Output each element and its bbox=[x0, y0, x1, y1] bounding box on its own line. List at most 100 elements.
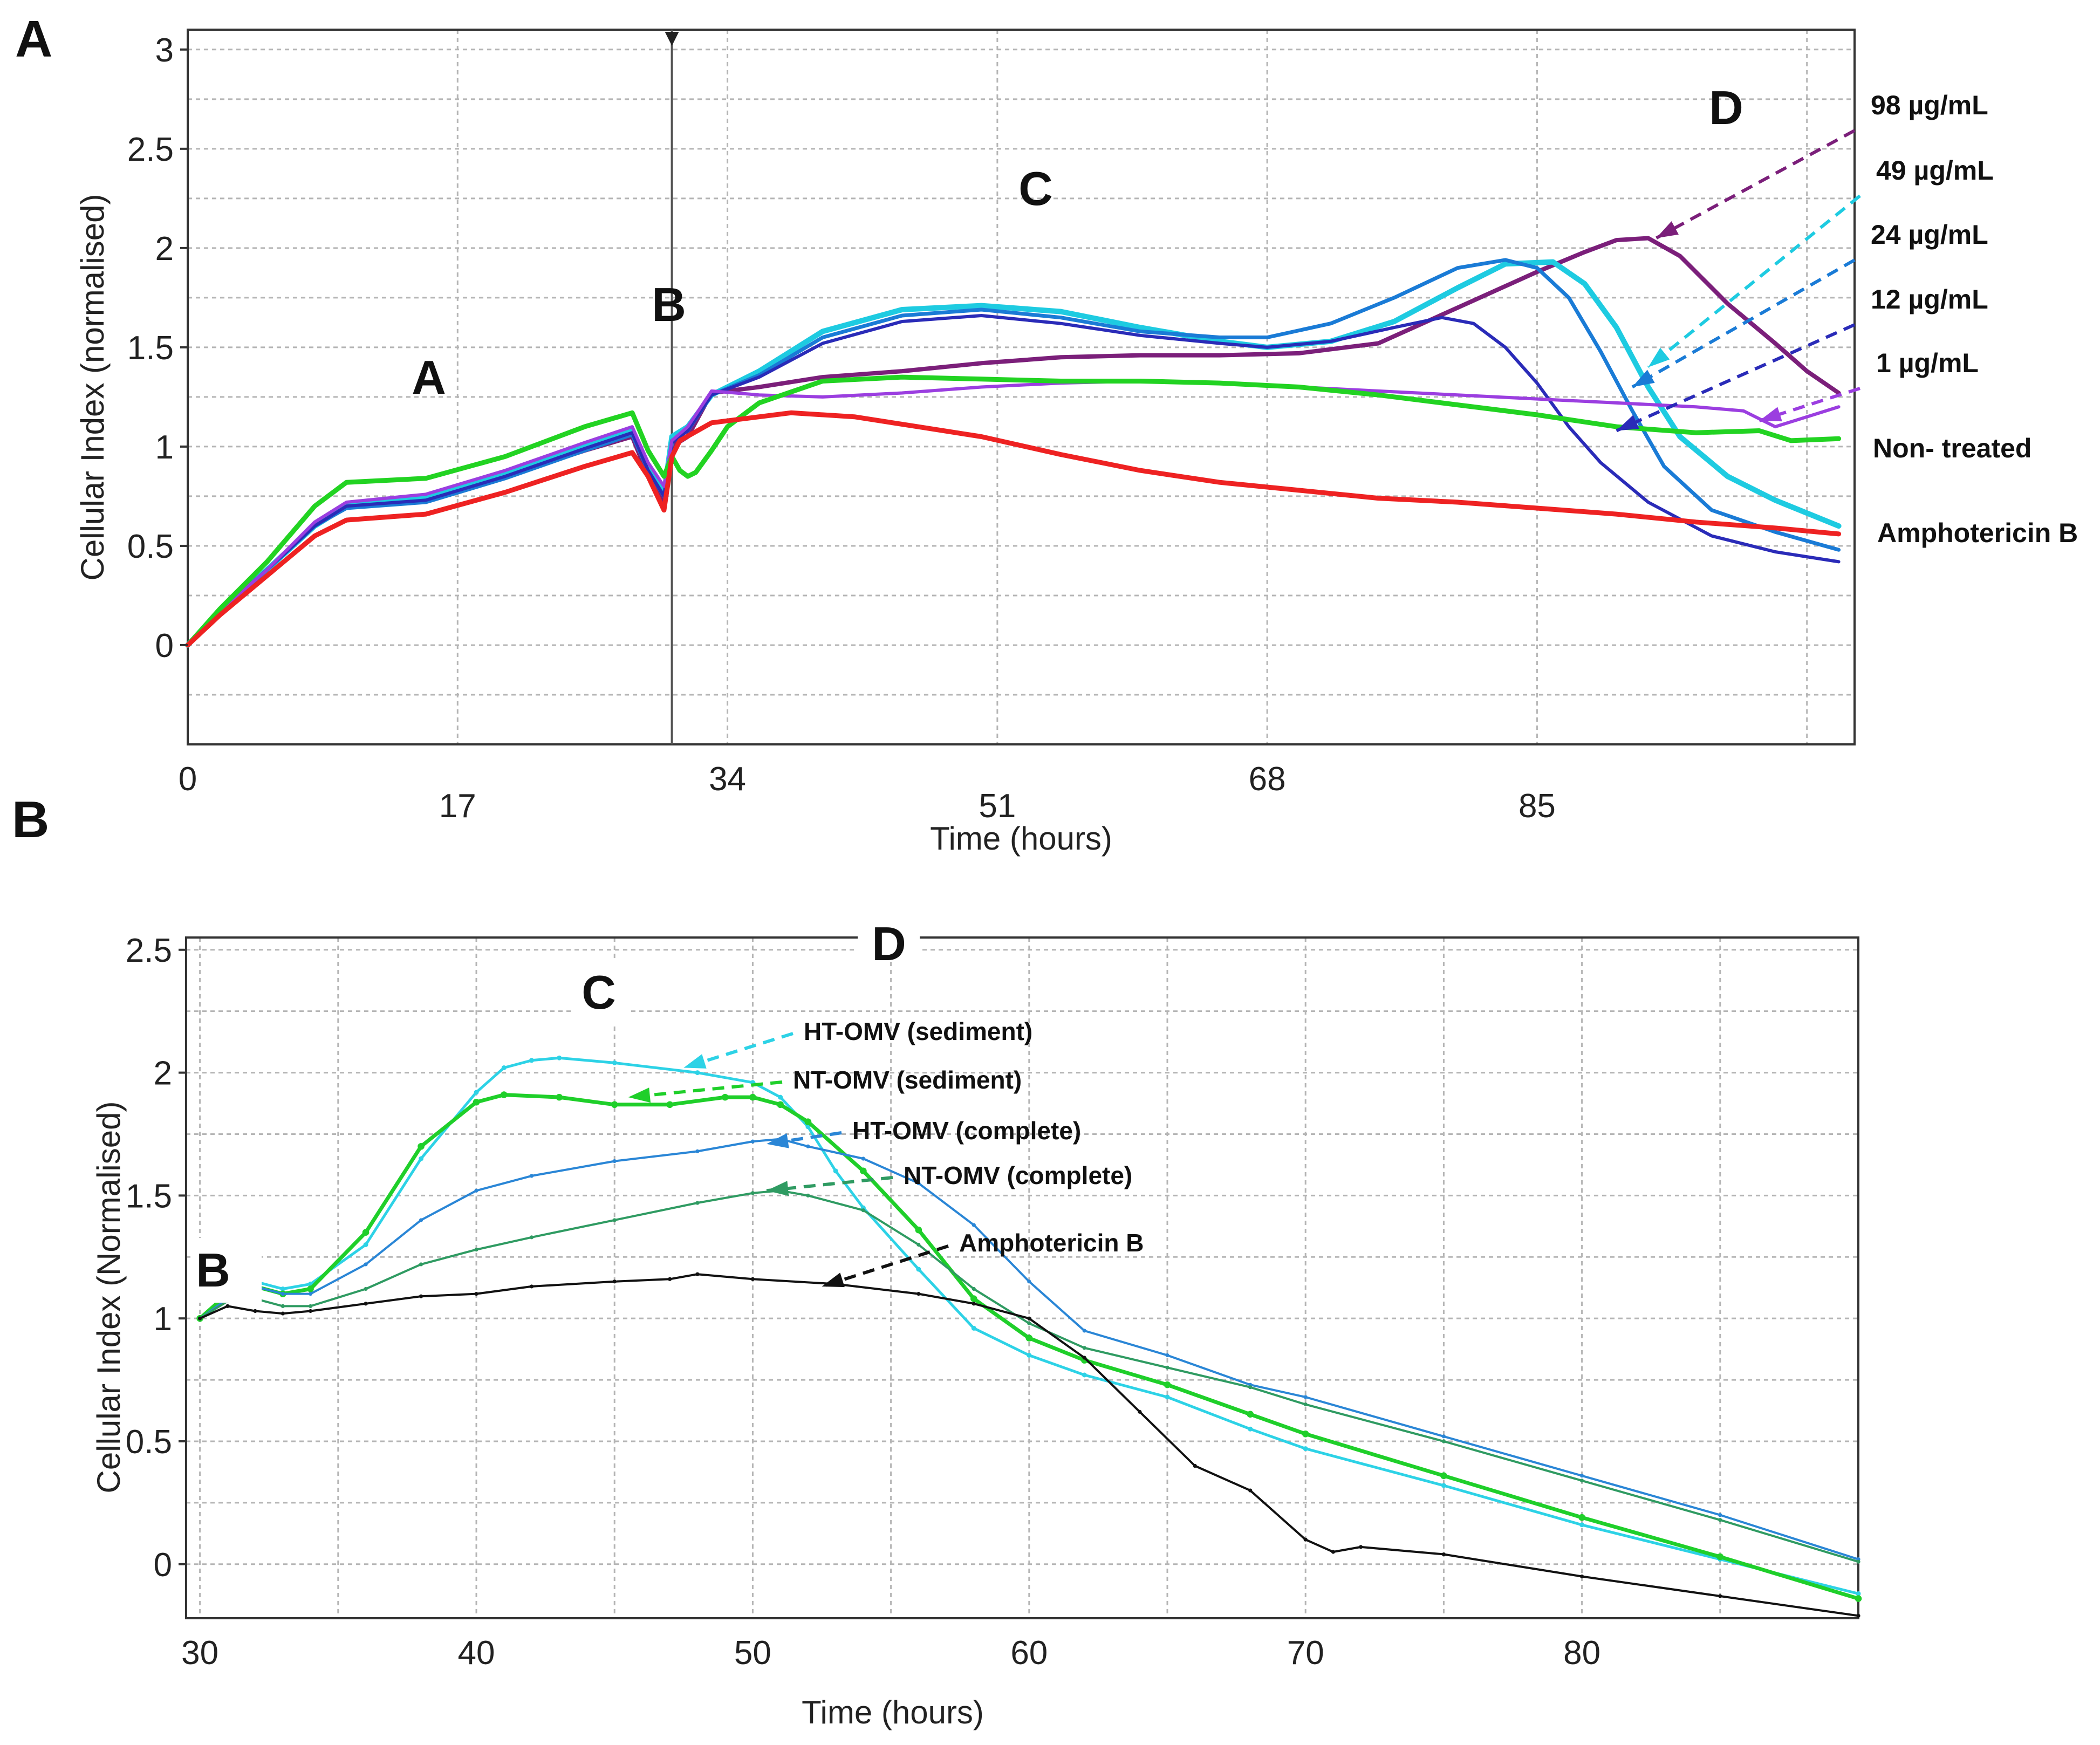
series-point-nt-omv-sediment bbox=[777, 1101, 784, 1108]
series-point-nt-omv-complete bbox=[1165, 1365, 1169, 1370]
series-point-nt-omv-complete bbox=[419, 1262, 423, 1267]
series-label-98-g-ml: 98 µg/mL bbox=[1871, 90, 1988, 120]
series-label-non-treated: Non- treated bbox=[1873, 433, 2031, 463]
phase-label-a-b: B bbox=[652, 278, 686, 331]
series-point-amphotericin-b bbox=[1138, 1409, 1142, 1414]
phase-label-a-a: A bbox=[412, 351, 446, 404]
series-label-ht-omv-sediment: HT-OMV (sediment) bbox=[804, 1017, 1032, 1045]
label-arrow-24-g-ml bbox=[1631, 258, 1856, 389]
x-tick-label-b: 40 bbox=[458, 1634, 495, 1672]
y-tick-label-b: 1.5 bbox=[126, 1178, 172, 1215]
phase-label-b-d-backdrop bbox=[858, 917, 920, 960]
phase-label-b-b-backdrop bbox=[194, 1238, 262, 1303]
series-line-1-g-ml bbox=[186, 379, 1841, 647]
label-arrowhead-ht-omv-sediment bbox=[683, 1054, 707, 1069]
series-point-ht-omv-sediment bbox=[695, 1070, 700, 1076]
label-arrowhead-49-g-ml bbox=[1648, 347, 1670, 367]
label-arrow-12-g-ml bbox=[1616, 323, 1856, 433]
x-tick-label-b: 60 bbox=[1010, 1634, 1048, 1672]
series-point-amphotericin-b bbox=[612, 1279, 617, 1284]
x-axis-title-a: Time (hours) bbox=[930, 820, 1112, 857]
series-line-nt-omv-complete bbox=[199, 1189, 1859, 1563]
series-point-ht-omv-complete bbox=[916, 1181, 921, 1186]
series-point-ht-omv-complete bbox=[1303, 1395, 1308, 1399]
x-tick-label-a: 34 bbox=[709, 761, 746, 798]
series-point-nt-omv-complete bbox=[806, 1193, 810, 1197]
series-point-nt-omv-complete bbox=[612, 1218, 617, 1222]
series-point-nt-omv-sediment bbox=[307, 1285, 314, 1292]
series-point-amphotericin-b bbox=[281, 1311, 285, 1316]
series-point-ht-omv-complete bbox=[750, 1139, 755, 1144]
series-point-nt-omv-complete bbox=[364, 1286, 368, 1291]
series-point-ht-omv-sediment bbox=[529, 1058, 534, 1063]
x-tick-label-a: 51 bbox=[979, 788, 1016, 825]
panel-a-letter: A bbox=[15, 10, 52, 68]
series-point-ht-omv-complete bbox=[1441, 1434, 1446, 1439]
series-label-12-g-ml: 12 µg/mL bbox=[1871, 284, 1988, 314]
phase-label-b-c-backdrop bbox=[572, 960, 628, 1025]
series-point-amphotericin-b bbox=[1248, 1488, 1253, 1493]
series-point-ht-omv-complete bbox=[972, 1223, 976, 1227]
series-point-nt-omv-sediment bbox=[1247, 1411, 1254, 1418]
series-point-ht-omv-complete bbox=[806, 1144, 810, 1148]
y-tick-label-a: 0.5 bbox=[127, 528, 174, 565]
series-point-nt-omv-complete bbox=[281, 1304, 285, 1308]
series-point-nt-omv-complete bbox=[1441, 1439, 1446, 1443]
series-point-ht-omv-complete bbox=[308, 1292, 313, 1296]
series-point-ht-omv-sediment bbox=[971, 1325, 976, 1331]
x-tick-label-b: 30 bbox=[181, 1634, 218, 1672]
panel-b-letter: B bbox=[12, 791, 49, 848]
label-arrow-49-g-ml bbox=[1647, 194, 1861, 369]
series-point-ht-omv-complete bbox=[1580, 1474, 1584, 1478]
label-arrow-nt-omv-sediment bbox=[628, 1080, 783, 1099]
series-label-nt-omv-sediment: NT-OMV (sediment) bbox=[793, 1066, 1022, 1094]
series-line-nt-omv-sediment bbox=[198, 1093, 1860, 1601]
series-point-ht-omv-complete bbox=[281, 1292, 285, 1296]
y-tick-label-a: 2.5 bbox=[127, 131, 174, 168]
series-point-ht-omv-complete bbox=[695, 1149, 700, 1153]
label-arrow-98-g-ml bbox=[1655, 129, 1856, 240]
series-point-ht-omv-complete bbox=[1718, 1513, 1722, 1517]
series-line-12-g-ml bbox=[186, 314, 1841, 647]
phase-label-b-d: D bbox=[872, 917, 906, 970]
series-line-non-treated bbox=[185, 374, 1842, 648]
plot-b-frame bbox=[185, 936, 1859, 1619]
series-point-amphotericin-b bbox=[1027, 1316, 1031, 1320]
label-arrowhead-12-g-ml bbox=[1616, 415, 1639, 431]
series-point-nt-omv-complete bbox=[308, 1304, 313, 1308]
x-tick-label-a: 17 bbox=[439, 788, 476, 825]
series-point-nt-omv-complete bbox=[1580, 1479, 1584, 1483]
series-point-amphotericin-b bbox=[972, 1302, 976, 1306]
series-point-ht-omv-sediment bbox=[1856, 1591, 1861, 1596]
series-point-nt-omv-sediment bbox=[500, 1091, 508, 1098]
series-point-nt-omv-sediment bbox=[1164, 1381, 1171, 1388]
y-axis-title-a: Cellular Index (normalised) bbox=[74, 194, 111, 581]
series-point-ht-omv-complete bbox=[364, 1262, 368, 1267]
series-point-ht-omv-sediment bbox=[419, 1156, 424, 1161]
series-point-amphotericin-b bbox=[1303, 1537, 1308, 1542]
series-point-nt-omv-sediment bbox=[1025, 1335, 1033, 1342]
label-arrowhead-nt-omv-complete bbox=[767, 1181, 789, 1196]
series-point-nt-omv-complete bbox=[1027, 1321, 1031, 1325]
series-point-amphotericin-b bbox=[225, 1304, 230, 1308]
series-point-amphotericin-b bbox=[1082, 1356, 1086, 1360]
series-point-nt-omv-sediment bbox=[473, 1098, 480, 1106]
series-label-amphotericin-b: Amphotericin B bbox=[1877, 518, 2078, 548]
series-point-amphotericin-b bbox=[916, 1292, 921, 1296]
plot-a-frame bbox=[187, 29, 1856, 745]
series-point-ht-omv-complete bbox=[861, 1157, 865, 1161]
series-point-ht-omv-sediment bbox=[612, 1060, 617, 1065]
series-point-nt-omv-sediment bbox=[1578, 1514, 1585, 1521]
series-point-ht-omv-sediment bbox=[1027, 1353, 1032, 1358]
label-arrowhead-1-g-ml bbox=[1759, 407, 1782, 422]
label-arrowhead-amphotericin-b bbox=[822, 1272, 845, 1288]
x-tick-label-a: 68 bbox=[1249, 761, 1286, 798]
series-label-49-g-ml: 49 µg/mL bbox=[1876, 155, 1994, 186]
y-tick-label-a: 2 bbox=[155, 230, 174, 268]
series-point-nt-omv-complete bbox=[1303, 1402, 1308, 1407]
series-point-amphotericin-b bbox=[1331, 1550, 1336, 1554]
